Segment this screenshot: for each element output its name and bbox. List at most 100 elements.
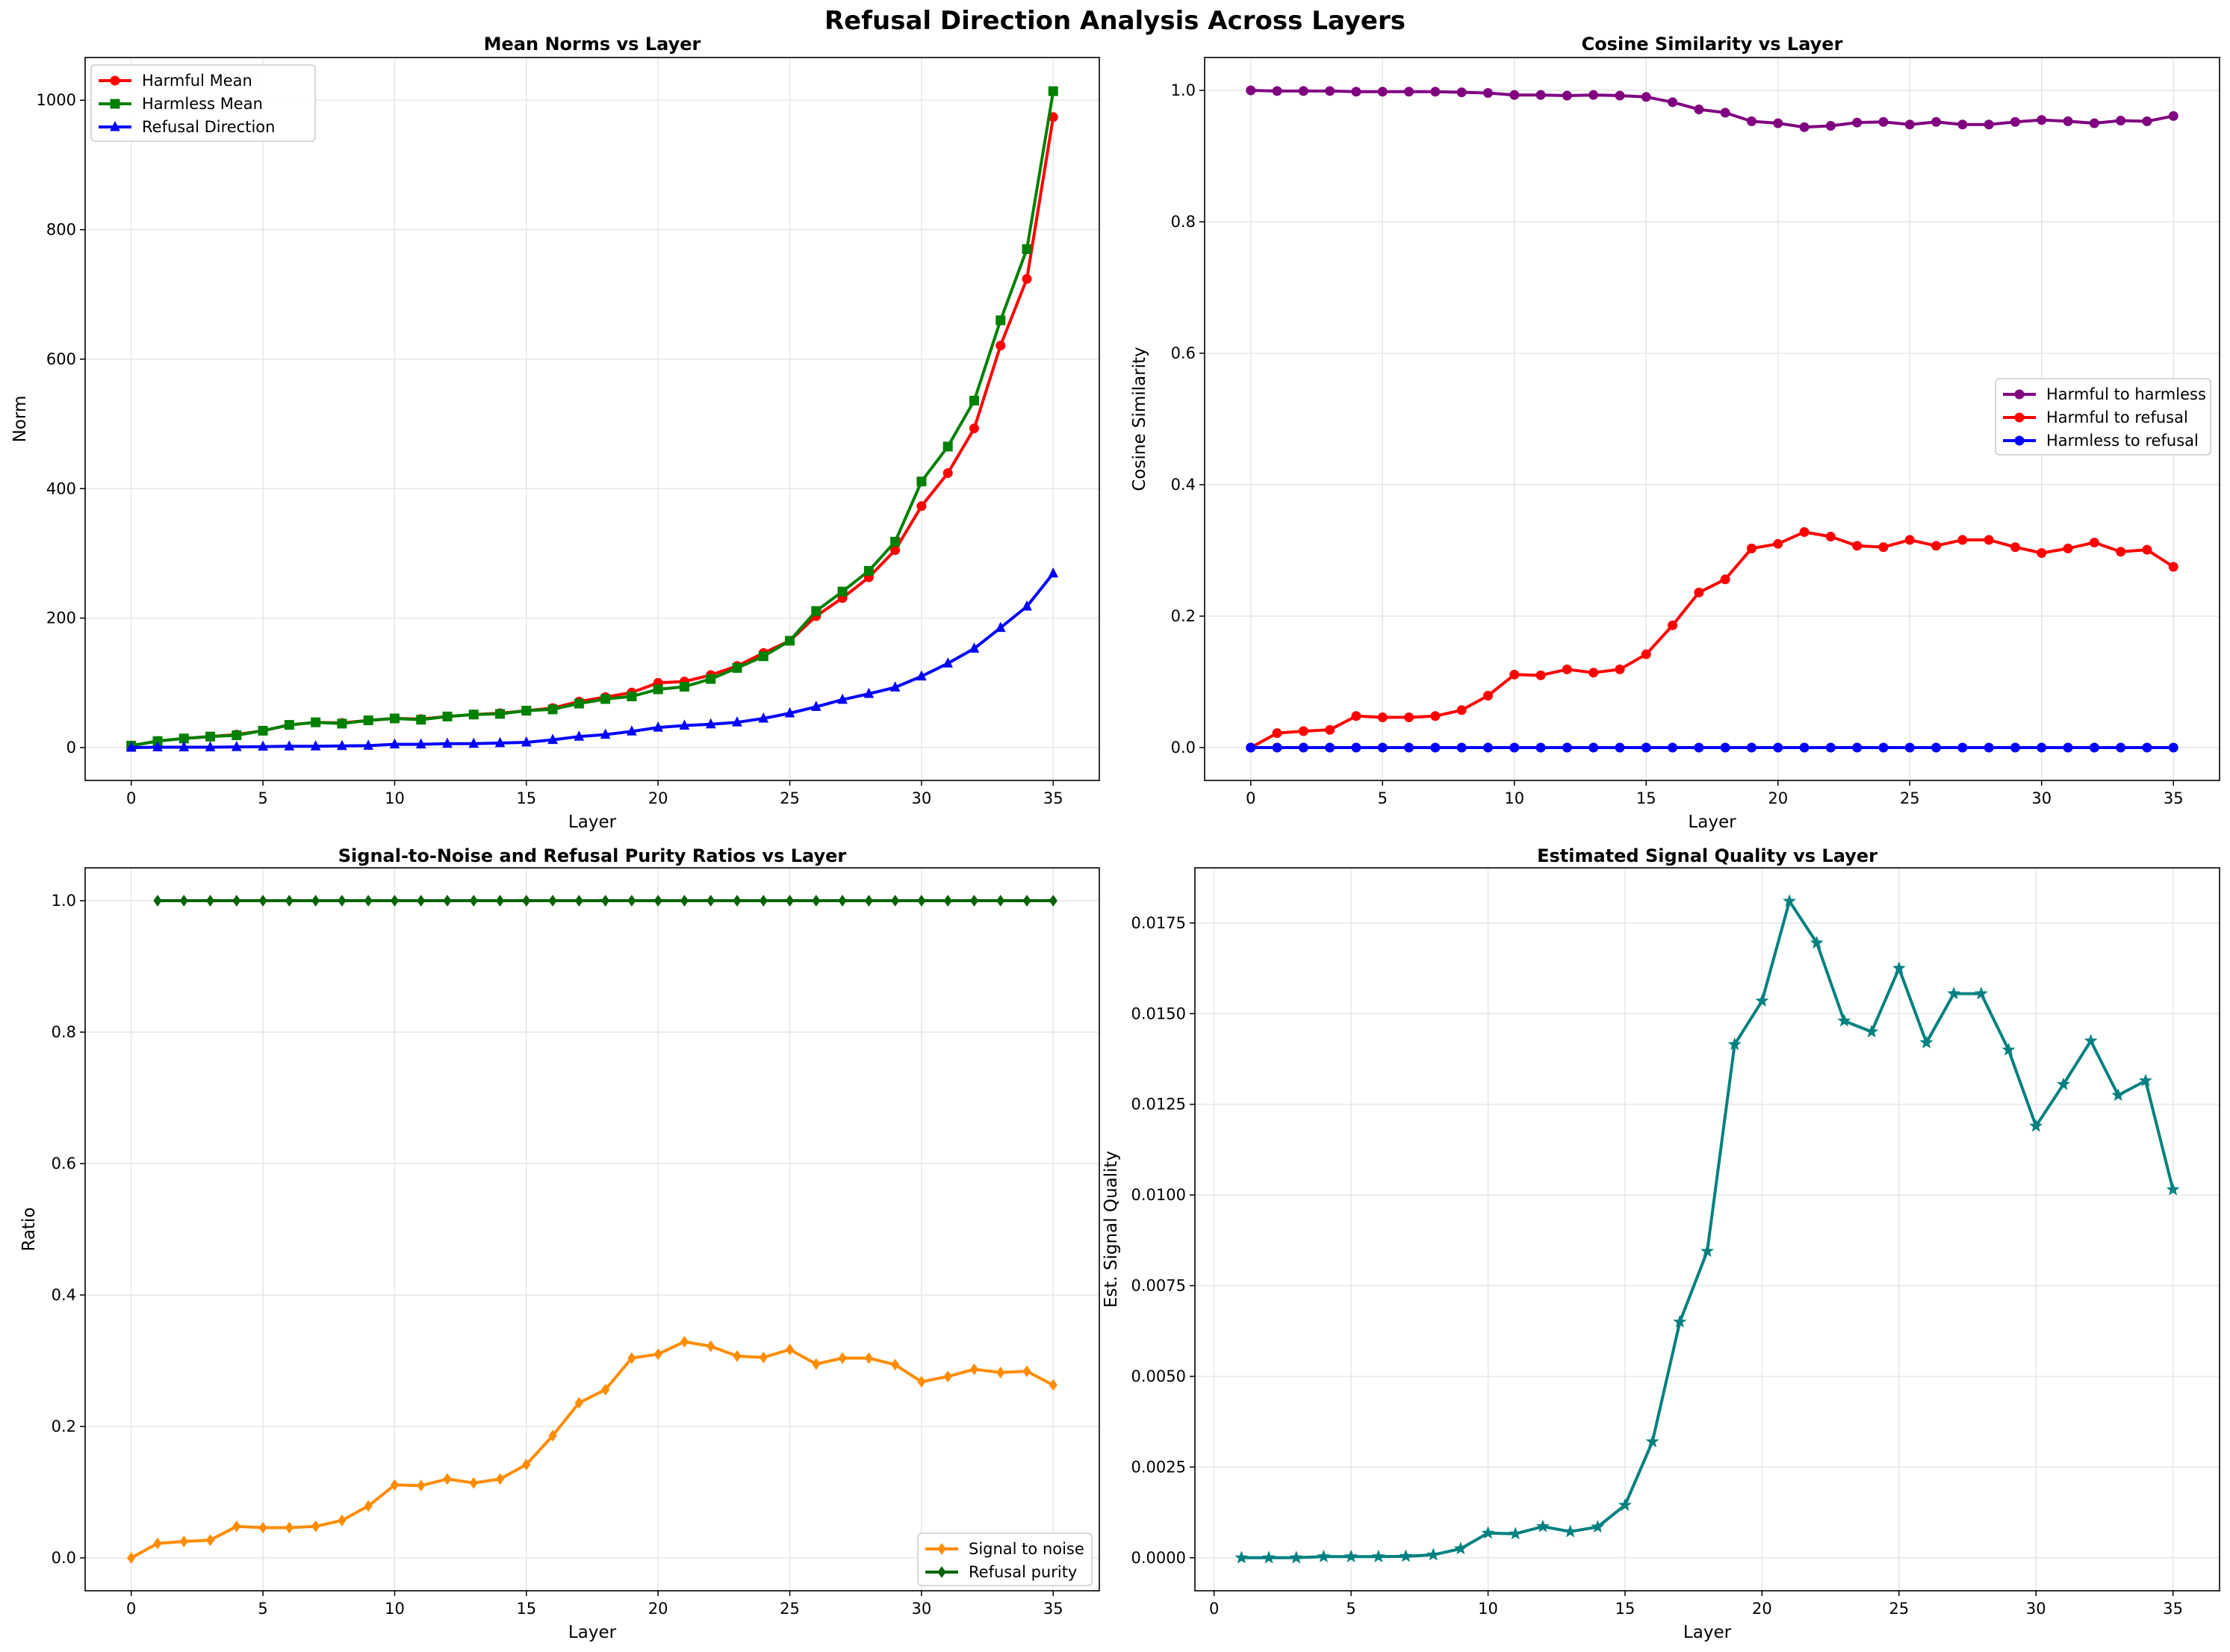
y-tick-label: 0.0075 <box>1131 1277 1186 1295</box>
data-point-refusal-direction <box>1022 600 1032 611</box>
data-point-signal-to-noise <box>733 1350 742 1362</box>
data-point-est-signal-quality <box>2166 1182 2180 1196</box>
series-line-est-signal-quality <box>1241 899 2175 1559</box>
data-point-harmful-to-refusal <box>2010 542 2020 553</box>
data-point-refusal-purity <box>996 895 1005 907</box>
data-point-harmful-to-harmless <box>1430 87 1441 97</box>
data-point-refusal-direction <box>337 739 347 751</box>
data-point-harmful-to-refusal <box>2037 548 2047 559</box>
data-point-refusal-direction <box>889 681 901 692</box>
x-tick-label: 25 <box>780 789 800 807</box>
x-tick-label: 20 <box>1768 789 1788 807</box>
data-point-signal-to-noise <box>258 1521 267 1534</box>
data-point-harmless-to-refusal <box>1746 742 1757 753</box>
axes-frame <box>1194 867 2220 1592</box>
data-point-harmful-to-refusal <box>1298 726 1308 736</box>
y-tick-label: 0.6 <box>1171 344 1196 362</box>
legend: Harmful Mean Harmless Mean Refusal Directi… <box>90 64 316 142</box>
data-point-refusal-purity <box>443 895 452 907</box>
data-point-harmful-to-refusal <box>2116 547 2126 557</box>
data-point-signal-to-noise <box>495 1473 505 1485</box>
axes-frame <box>84 867 1100 1592</box>
data-point-harmless-mean <box>258 725 268 736</box>
data-point-harmful-to-harmless <box>2116 115 2126 125</box>
y-tick-label: 0.8 <box>52 1023 76 1041</box>
data-point-harmful-to-refusal <box>1931 541 1942 551</box>
data-point-signal-to-noise <box>522 1459 531 1471</box>
legend-entry-label: Signal to noise <box>969 1540 1084 1558</box>
data-point-harmless-mean <box>863 565 874 576</box>
x-tick-label: 5 <box>258 1600 267 1618</box>
data-point-refusal-purity <box>469 895 478 907</box>
axes-frame <box>1204 57 2220 781</box>
legend-box <box>917 1533 1093 1586</box>
data-point-refusal-direction <box>389 738 400 749</box>
x-tick-label: 15 <box>1636 789 1656 807</box>
data-point-refusal-direction <box>969 642 980 653</box>
y-tick-label: 0.4 <box>1171 476 1196 494</box>
y-axis-label: Norm <box>10 396 30 443</box>
x-tick-label: 15 <box>516 789 536 807</box>
data-point-harmful-to-refusal <box>1878 542 1889 553</box>
data-point-harmful-to-harmless <box>1984 119 1994 130</box>
data-point-refusal-purity <box>311 895 320 907</box>
data-point-refusal-direction <box>995 621 1006 633</box>
data-point-harmful-to-refusal <box>1430 711 1441 721</box>
data-point-est-signal-quality <box>1535 1519 1550 1533</box>
data-point-signal-to-noise <box>785 1344 795 1356</box>
data-point-est-signal-quality <box>1727 1037 1742 1051</box>
legend: Signal to noise Refusal purity <box>917 1533 1093 1586</box>
data-point-harmful-to-harmless <box>1246 85 1256 96</box>
data-point-harmless-to-refusal <box>1509 742 1520 753</box>
x-tick-label: 5 <box>258 789 267 807</box>
data-point-refusal-direction <box>784 707 795 718</box>
data-point-harmless-to-refusal <box>1351 742 1361 753</box>
data-point-refusal-direction <box>732 716 742 727</box>
data-point-harmful-to-refusal <box>2168 562 2178 572</box>
data-point-harmful-to-refusal <box>1615 664 1625 674</box>
data-point-refusal-direction <box>574 730 585 741</box>
data-point-refusal-direction <box>863 687 875 698</box>
x-axis-label: Layer <box>1688 813 1736 832</box>
x-tick-label: 35 <box>1043 1600 1063 1618</box>
data-point-refusal-purity <box>574 895 583 907</box>
data-point-harmful-mean <box>969 423 979 434</box>
y-tick-label: 800 <box>46 221 76 239</box>
data-point-harmful-to-refusal <box>2142 544 2152 555</box>
data-point-harmless-to-refusal <box>2168 742 2178 753</box>
data-point-harmful-to-harmless <box>1351 87 1361 97</box>
data-point-harmless-to-refusal <box>2089 742 2099 753</box>
data-point-harmful-to-harmless <box>1878 117 1889 127</box>
data-point-refusal-direction <box>1048 567 1059 578</box>
data-point-refusal-direction <box>152 741 163 752</box>
data-point-harmful-mean <box>916 501 927 512</box>
data-point-refusal-purity <box>390 895 400 907</box>
x-tick-label: 35 <box>2164 789 2184 807</box>
data-point-harmless-mean <box>547 704 558 715</box>
data-point-refusal-purity <box>759 895 768 907</box>
data-point-harmful-to-harmless <box>2089 118 2099 128</box>
x-tick-label: 20 <box>1752 1600 1772 1618</box>
legend-swatch-marker <box>110 99 120 109</box>
data-point-harmless-mean <box>311 717 321 727</box>
data-point-harmless-mean <box>468 709 479 720</box>
data-point-harmless-to-refusal <box>2142 742 2152 753</box>
data-point-harmful-to-harmless <box>1825 121 1836 131</box>
data-point-signal-to-noise <box>153 1537 162 1550</box>
data-point-harmless-to-refusal <box>1456 742 1467 753</box>
data-point-harmful-to-refusal <box>1641 649 1651 659</box>
data-point-signal-to-noise <box>338 1514 347 1527</box>
y-tick-label: 0.0025 <box>1131 1458 1186 1476</box>
data-point-est-signal-quality <box>1892 961 1906 975</box>
data-point-harmless-mean <box>653 684 663 695</box>
data-point-harmless-to-refusal <box>1720 742 1730 753</box>
data-point-harmful-to-refusal <box>2089 537 2099 547</box>
panel-cosine-similarity: 0 5 10 15 20 25 30 35 0.0 0.2 0.4 0.6 0.8 1.0 Cosine S… <box>1130 34 2220 832</box>
x-tick-label: 30 <box>912 1600 932 1618</box>
legend-swatch-marker <box>2014 389 2025 400</box>
data-point-refusal-direction <box>363 739 373 750</box>
data-point-refusal-purity <box>232 895 241 907</box>
data-point-harmful-to-refusal <box>1377 712 1388 723</box>
data-point-est-signal-quality <box>2001 1043 2016 1056</box>
data-point-est-signal-quality <box>1317 1549 1331 1562</box>
